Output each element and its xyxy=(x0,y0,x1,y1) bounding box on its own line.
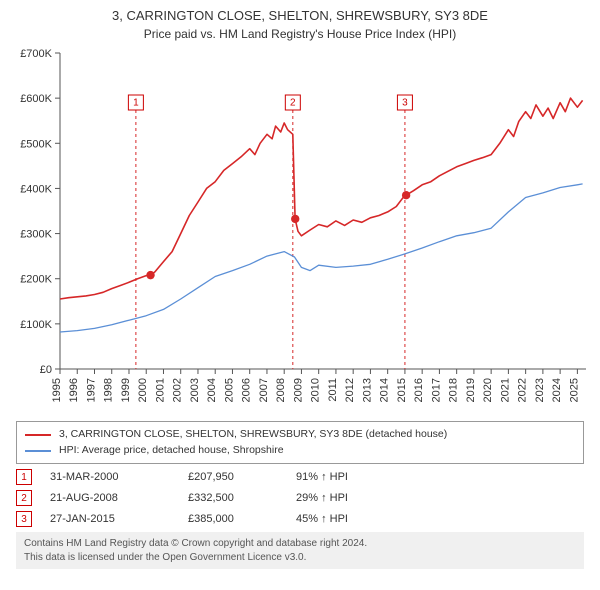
sale-delta: 29% ↑ HPI xyxy=(296,492,348,504)
svg-text:2022: 2022 xyxy=(517,378,529,402)
svg-text:2003: 2003 xyxy=(189,378,201,402)
legend-item: 3, CARRINGTON CLOSE, SHELTON, SHREWSBURY… xyxy=(25,427,575,443)
legend-item: HPI: Average price, detached house, Shro… xyxy=(25,443,575,459)
sale-delta: 91% ↑ HPI xyxy=(296,471,348,483)
legend-swatch xyxy=(25,434,51,436)
svg-text:2015: 2015 xyxy=(396,378,408,402)
svg-text:£700K: £700K xyxy=(20,48,52,60)
sale-price: £332,500 xyxy=(188,492,278,504)
svg-text:2008: 2008 xyxy=(275,378,287,402)
svg-text:2014: 2014 xyxy=(379,378,391,402)
svg-text:1997: 1997 xyxy=(85,378,97,402)
svg-text:2006: 2006 xyxy=(241,378,253,402)
svg-text:1999: 1999 xyxy=(120,378,132,402)
svg-text:2004: 2004 xyxy=(206,378,218,402)
svg-text:2018: 2018 xyxy=(448,378,460,402)
svg-text:2010: 2010 xyxy=(310,378,322,402)
svg-text:£0: £0 xyxy=(40,364,52,376)
page-title: 3, CARRINGTON CLOSE, SHELTON, SHREWSBURY… xyxy=(8,8,592,25)
svg-text:£100K: £100K xyxy=(20,319,52,331)
footnote-line: Contains HM Land Registry data © Crown c… xyxy=(24,537,576,551)
svg-text:1995: 1995 xyxy=(51,378,63,402)
svg-text:2019: 2019 xyxy=(465,378,477,402)
svg-text:2005: 2005 xyxy=(223,378,235,402)
page-subtitle: Price paid vs. HM Land Registry's House … xyxy=(8,27,592,41)
svg-text:2017: 2017 xyxy=(430,378,442,402)
svg-text:£300K: £300K xyxy=(20,228,52,240)
svg-text:£400K: £400K xyxy=(20,183,52,195)
svg-text:1998: 1998 xyxy=(103,378,115,402)
legend: 3, CARRINGTON CLOSE, SHELTON, SHREWSBURY… xyxy=(16,421,584,465)
svg-text:£200K: £200K xyxy=(20,274,52,286)
svg-text:2000: 2000 xyxy=(137,378,149,402)
svg-text:2023: 2023 xyxy=(534,378,546,402)
sale-date: 31-MAR-2000 xyxy=(50,471,170,483)
svg-text:2024: 2024 xyxy=(551,378,563,402)
table-row: 1 31-MAR-2000 £207,950 91% ↑ HPI xyxy=(16,469,584,485)
sale-date: 21-AUG-2008 xyxy=(50,492,170,504)
sale-badge: 3 xyxy=(16,511,32,527)
svg-text:2021: 2021 xyxy=(499,378,511,402)
legend-label: 3, CARRINGTON CLOSE, SHELTON, SHREWSBURY… xyxy=(59,427,447,443)
footnote-line: This data is licensed under the Open Gov… xyxy=(24,551,576,565)
table-row: 2 21-AUG-2008 £332,500 29% ↑ HPI xyxy=(16,490,584,506)
sale-badge: 2 xyxy=(16,490,32,506)
svg-text:2001: 2001 xyxy=(154,378,166,402)
sales-table: 1 31-MAR-2000 £207,950 91% ↑ HPI 2 21-AU… xyxy=(16,469,584,527)
svg-text:2016: 2016 xyxy=(413,378,425,402)
legend-label: HPI: Average price, detached house, Shro… xyxy=(59,443,284,459)
sale-badge: 1 xyxy=(16,469,32,485)
svg-text:2025: 2025 xyxy=(568,378,580,402)
sale-price: £385,000 xyxy=(188,513,278,525)
svg-text:2012: 2012 xyxy=(344,378,356,402)
table-row: 3 27-JAN-2015 £385,000 45% ↑ HPI xyxy=(16,511,584,527)
svg-text:2002: 2002 xyxy=(172,378,184,402)
svg-text:2013: 2013 xyxy=(361,378,373,402)
svg-text:1: 1 xyxy=(133,98,139,109)
svg-text:2: 2 xyxy=(290,98,296,109)
svg-text:2007: 2007 xyxy=(258,378,270,402)
legend-swatch xyxy=(25,450,51,452)
svg-text:£600K: £600K xyxy=(20,93,52,105)
svg-text:2011: 2011 xyxy=(327,378,339,402)
sale-price: £207,950 xyxy=(188,471,278,483)
svg-text:2009: 2009 xyxy=(292,378,304,402)
svg-text:£500K: £500K xyxy=(20,138,52,150)
svg-text:3: 3 xyxy=(402,98,408,109)
sale-date: 27-JAN-2015 xyxy=(50,513,170,525)
footnote: Contains HM Land Registry data © Crown c… xyxy=(16,532,584,569)
svg-text:1996: 1996 xyxy=(68,378,80,402)
price-chart: £0 £100K £200K £300K £400K £500K £600K £700K 199… xyxy=(8,47,592,417)
sale-delta: 45% ↑ HPI xyxy=(296,513,348,525)
svg-text:2020: 2020 xyxy=(482,378,494,402)
